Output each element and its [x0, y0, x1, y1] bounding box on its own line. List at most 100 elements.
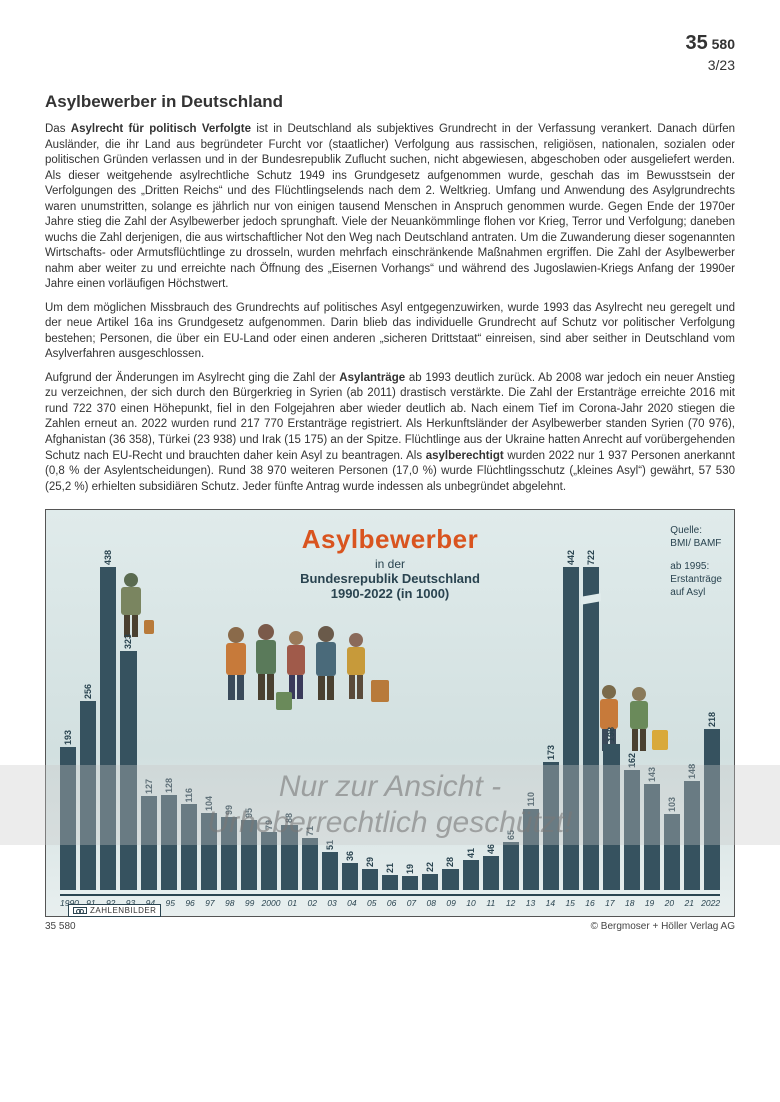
bar-value-label: 28 — [445, 857, 455, 867]
bar-column: 65 — [503, 550, 519, 890]
bar-column: 143 — [644, 550, 660, 890]
bar-column: 128 — [161, 550, 177, 890]
bar-rect — [281, 825, 297, 890]
bar-rect — [302, 838, 318, 890]
x-axis-tick: 15 — [562, 898, 578, 908]
source-label: Quelle: — [670, 524, 722, 537]
bar-rect — [644, 784, 660, 890]
x-axis-tick: 10 — [463, 898, 479, 908]
bar-rect — [261, 832, 277, 890]
bar-value-label: 51 — [325, 840, 335, 850]
body-text: Das Asylrecht für politisch Verfolgte is… — [45, 122, 735, 495]
bar-rect — [684, 781, 700, 890]
footer-copyright: © Bergmoser + Höller Verlag AG — [591, 921, 735, 932]
x-axis-tick: 04 — [344, 898, 360, 908]
bar-column: 442 — [563, 550, 579, 890]
bar-value-label: 148 — [687, 764, 697, 779]
bar-rect — [483, 856, 499, 890]
x-axis-tick: 18 — [622, 898, 638, 908]
bar-value-label: 173 — [546, 745, 556, 760]
bar-chart: 1932564383231271281161049995798871513629… — [60, 550, 720, 890]
zahlenbilder-badge: ZAHLENBILDER — [68, 904, 161, 917]
x-axis-tick: 20 — [661, 898, 677, 908]
x-axis-tick: 19 — [642, 898, 658, 908]
bar-value-label: 71 — [305, 826, 315, 836]
bar-value-label: 19 — [405, 864, 415, 874]
bar-rect — [402, 876, 418, 890]
x-axis-tick: 12 — [503, 898, 519, 908]
bar-column: 79 — [261, 550, 277, 890]
bar-value-label: 128 — [164, 778, 174, 793]
bar-column: 22 — [422, 550, 438, 890]
bar-column: 29 — [362, 550, 378, 890]
bar-rect — [60, 747, 76, 890]
bar-value-label: 323 — [123, 634, 133, 649]
bar-rect — [221, 817, 237, 890]
bar-rect — [664, 814, 680, 890]
bar-column: 127 — [141, 550, 157, 890]
bar-value-label: 79 — [264, 820, 274, 830]
bar-column: 103 — [664, 550, 680, 890]
bar-rect — [543, 762, 559, 890]
bar-rect — [201, 813, 217, 890]
x-axis-tick: 08 — [423, 898, 439, 908]
bar-rect — [442, 869, 458, 890]
x-axis-tick: 02 — [304, 898, 320, 908]
x-axis-tick: 97 — [202, 898, 218, 908]
x-axis-tick: 95 — [162, 898, 178, 908]
x-axis-tick: 2000 — [262, 898, 281, 908]
bar-rect — [141, 796, 157, 890]
page-title: Asylbewerber in Deutschland — [45, 92, 735, 112]
issue-number: 3/23 — [45, 56, 735, 74]
x-axis-tick: 98 — [222, 898, 238, 908]
bar-value-label: 438 — [103, 550, 113, 565]
x-axis-tick: 99 — [242, 898, 258, 908]
bar-value-label: 116 — [184, 788, 194, 803]
bar-column: 104 — [201, 550, 217, 890]
bar-rect — [181, 804, 197, 890]
bar-column: 173 — [543, 550, 559, 890]
x-axis-tick: 11 — [483, 898, 499, 908]
bar-value-label: 193 — [63, 730, 73, 745]
bar-column: 438 — [100, 550, 116, 890]
bar-value-label: 110 — [526, 792, 536, 807]
x-axis-tick: 17 — [602, 898, 618, 908]
bar-column: 95 — [241, 550, 257, 890]
bar-column: 46 — [483, 550, 499, 890]
x-axis-tick: 01 — [284, 898, 300, 908]
bar-value-label: 198 — [606, 727, 616, 742]
bar-value-label: 722 — [586, 550, 596, 565]
bar-column: 148 — [684, 550, 700, 890]
bar-rect — [342, 863, 358, 890]
bar-rect — [161, 795, 177, 890]
x-axis-tick: 21 — [681, 898, 697, 908]
bar-rect — [120, 651, 136, 890]
bar-rect — [503, 842, 519, 890]
bar-column: 41 — [463, 550, 479, 890]
bar-value-label: 143 — [647, 767, 657, 782]
bar-value-label: 22 — [425, 862, 435, 872]
bar-column: 88 — [281, 550, 297, 890]
body-paragraph: Um dem möglichen Missbrauch des Grundrec… — [45, 301, 735, 363]
bar-column: 162 — [624, 550, 640, 890]
x-axis-tick: 07 — [404, 898, 420, 908]
zahlenbilder-icon — [73, 907, 87, 914]
x-axis-tick: 2022 — [701, 898, 720, 908]
bar-column: 36 — [342, 550, 358, 890]
bar-value-label: 88 — [284, 813, 294, 823]
bar-value-label: 46 — [486, 844, 496, 854]
bar-column: 116 — [181, 550, 197, 890]
source-value: BMI/ BAMF — [670, 537, 722, 550]
bar-value-label: 99 — [224, 805, 234, 815]
bar-rect — [362, 869, 378, 890]
bar-rect — [583, 567, 599, 890]
bar-column: 19 — [402, 550, 418, 890]
bar-rect — [523, 809, 539, 890]
bar-rect — [80, 701, 96, 890]
x-axis-tick: 13 — [523, 898, 539, 908]
bar-value-label: 218 — [707, 712, 717, 727]
bar-column: 99 — [221, 550, 237, 890]
bar-value-label: 65 — [506, 830, 516, 840]
bar-rect — [322, 852, 338, 890]
page-header: 35 580 3/23 — [45, 30, 735, 74]
